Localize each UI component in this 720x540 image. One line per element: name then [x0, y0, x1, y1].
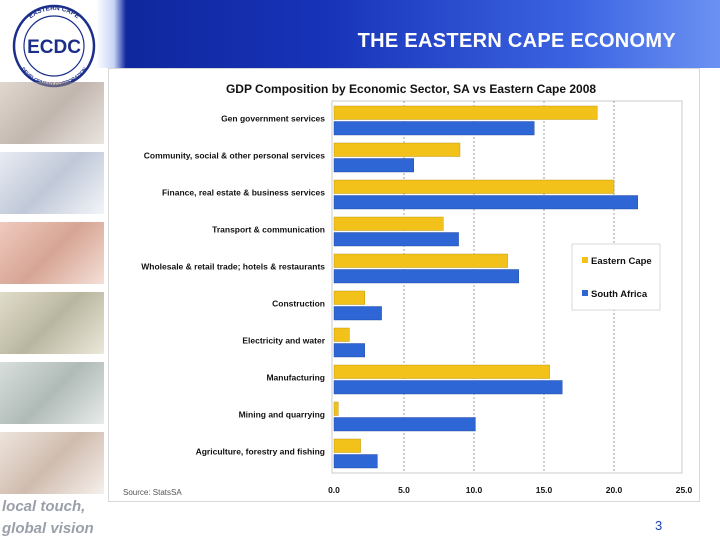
- photo-handshake: [0, 152, 104, 214]
- legend-label-eastern-cape: Eastern Cape: [591, 256, 652, 267]
- bar-south-africa: [333, 232, 459, 247]
- bar-south-africa: [333, 195, 638, 210]
- tagline-line1: local touch,: [2, 498, 86, 515]
- bar-eastern-cape: [333, 401, 339, 416]
- bar-south-africa: [333, 158, 415, 173]
- bar-eastern-cape: [333, 142, 461, 157]
- x-tick-label: 25.0: [676, 485, 693, 495]
- photo-coins: [0, 82, 104, 144]
- category-label: Mining and quarrying: [239, 410, 325, 420]
- bar-eastern-cape: [333, 327, 350, 342]
- category-label: Gen government services: [221, 114, 325, 124]
- bar-eastern-cape: [333, 438, 361, 453]
- chart-panel: GDP Composition by Economic Sector, SA v…: [108, 68, 700, 502]
- legend: Eastern Cape South Africa: [571, 243, 661, 311]
- category-label: Electricity and water: [242, 336, 325, 346]
- bar-south-africa: [333, 269, 520, 284]
- page-number: 3: [655, 518, 663, 533]
- gdp-chart: GDP Composition by Economic Sector, SA v…: [123, 82, 693, 497]
- tagline-line2: global vision: [2, 520, 94, 537]
- bar-south-africa: [333, 417, 476, 432]
- category-label: Construction: [272, 299, 325, 309]
- x-tick-label: 0.0: [328, 485, 340, 495]
- legend-swatch-eastern-cape: [582, 257, 588, 263]
- category-label: Community, social & other personal servi…: [144, 151, 326, 161]
- category-label: Transport & communication: [212, 225, 325, 235]
- header-swoosh: [96, 0, 126, 68]
- x-tick-label: 5.0: [398, 485, 410, 495]
- x-tick-label: 15.0: [536, 485, 553, 495]
- photo-cupped-hands: [0, 432, 104, 494]
- bar-south-africa: [333, 343, 365, 358]
- x-tick-label: 20.0: [606, 485, 623, 495]
- legend-swatch-south-africa: [582, 290, 588, 296]
- category-label: Manufacturing: [266, 373, 325, 383]
- bar-eastern-cape: [333, 290, 365, 305]
- bar-eastern-cape: [333, 179, 615, 194]
- bar-south-africa: [333, 306, 382, 321]
- category-label: Finance, real estate & business services: [162, 188, 325, 198]
- bar-south-africa: [333, 380, 563, 395]
- bar-eastern-cape: [333, 253, 508, 268]
- source-note: Source: StatsSA: [123, 488, 182, 497]
- photo-hands: [0, 222, 104, 284]
- bar-south-africa: [333, 454, 378, 469]
- chart-title: GDP Composition by Economic Sector, SA v…: [226, 82, 596, 96]
- tagline: local touch, global vision: [2, 496, 94, 540]
- legend-box: [571, 243, 661, 311]
- category-label: Wholesale & retail trade; hotels & resta…: [141, 262, 325, 272]
- photo-writing: [0, 362, 104, 424]
- x-tick-label: 10.0: [466, 485, 483, 495]
- slide-title: THE EASTERN CAPE ECONOMY: [357, 30, 676, 52]
- bar-eastern-cape: [333, 105, 598, 120]
- legend-label-south-africa: South Africa: [591, 289, 648, 300]
- side-photo-strip: [0, 68, 104, 494]
- photo-seedling: [0, 292, 104, 354]
- bar-eastern-cape: [333, 364, 550, 379]
- logo-text: ECDC: [27, 37, 81, 58]
- bar-south-africa: [333, 121, 535, 136]
- bar-eastern-cape: [333, 216, 444, 231]
- category-label: Agriculture, forestry and fishing: [196, 447, 325, 457]
